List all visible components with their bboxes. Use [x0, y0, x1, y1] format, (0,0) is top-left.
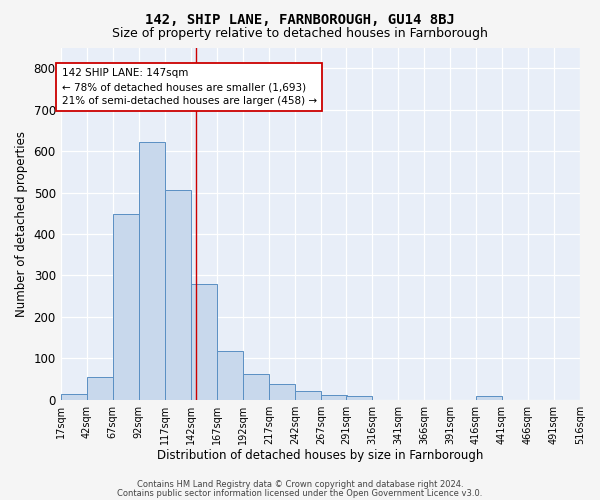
Bar: [269, 384, 295, 400]
Bar: [86, 377, 113, 400]
Y-axis label: Number of detached properties: Number of detached properties: [15, 130, 28, 316]
Bar: [139, 142, 165, 400]
Text: 142 SHIP LANE: 147sqm
← 78% of detached houses are smaller (1,693)
21% of semi-d: 142 SHIP LANE: 147sqm ← 78% of detached …: [62, 68, 317, 106]
Bar: [113, 214, 139, 400]
Text: 142, SHIP LANE, FARNBOROUGH, GU14 8BJ: 142, SHIP LANE, FARNBOROUGH, GU14 8BJ: [145, 12, 455, 26]
Bar: [295, 390, 321, 400]
X-axis label: Distribution of detached houses by size in Farnborough: Distribution of detached houses by size …: [157, 450, 484, 462]
Text: Contains public sector information licensed under the Open Government Licence v3: Contains public sector information licen…: [118, 489, 482, 498]
Bar: [217, 351, 243, 400]
Bar: [321, 395, 347, 400]
Bar: [61, 394, 86, 400]
Bar: [346, 396, 372, 400]
Bar: [476, 396, 502, 400]
Bar: [191, 284, 217, 400]
Text: Contains HM Land Registry data © Crown copyright and database right 2024.: Contains HM Land Registry data © Crown c…: [137, 480, 463, 489]
Bar: [165, 190, 191, 400]
Bar: [243, 374, 269, 400]
Text: Size of property relative to detached houses in Farnborough: Size of property relative to detached ho…: [112, 28, 488, 40]
